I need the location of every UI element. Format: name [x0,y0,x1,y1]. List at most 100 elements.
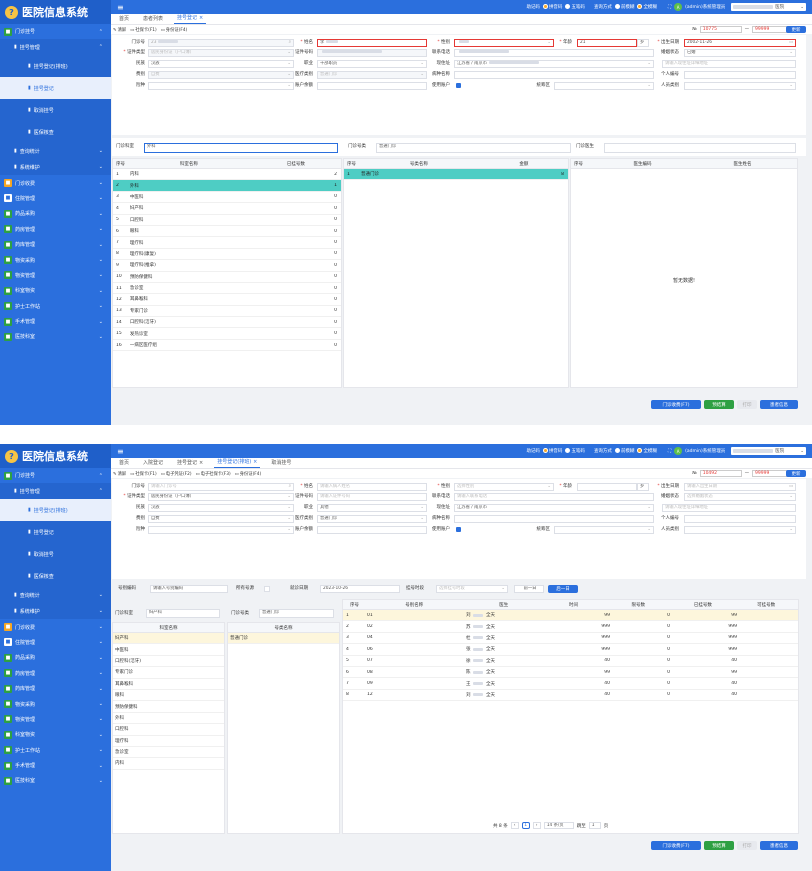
fee-type-select[interactable]: 自费 ⌄ [148,514,294,523]
table-row[interactable]: 1 普通门诊 8 [344,169,568,181]
sidebar-item[interactable]: ■ 手术管理 ⌄ [0,314,111,329]
medical-type-select[interactable]: 普通门诊 ⌄ [317,70,427,79]
tab[interactable]: 患者列表 [140,15,166,24]
sidebar-item[interactable]: ■ 物资管理 ⌄ [0,268,111,283]
table-row[interactable]: 4 妇产科 0 [113,203,341,215]
patient-info-button[interactable]: 患者信息 [760,841,798,850]
list-item[interactable]: 眼科 [113,690,224,702]
prev-day-button[interactable]: 前一日 [514,585,544,593]
radio-full[interactable]: 全模糊 [637,448,657,454]
table-row[interactable]: 8 理疗科(康复) 0 [113,249,341,261]
presettle-button[interactable]: 预结算 [704,400,734,409]
table-row[interactable]: 12 耳鼻喉科 0 [113,294,341,306]
toolbar-button[interactable]: ▭电子凭证(F2) [161,471,192,477]
marital-select[interactable]: 选择婚姻状态 ⌄ [684,492,796,501]
all-source-checkbox[interactable] [264,586,270,592]
phone-input[interactable] [454,48,654,57]
tab[interactable]: 首页 [116,15,132,24]
toolbar-button[interactable]: ▭社保卡(F1) [130,27,157,33]
class-filter-input[interactable]: 普通门诊 [259,609,334,618]
toolbar-button[interactable]: ✎清屏 [113,471,126,477]
balance-input[interactable] [317,81,427,90]
person-type-select[interactable]: ⌄ [684,525,796,534]
birthdate-input[interactable]: 请输入出生日期 ▭ [684,482,796,491]
refresh-button[interactable]: 更新 [786,470,806,477]
table-row[interactable]: 1 01 刘 全天 99 0 99 [343,610,798,622]
name-input[interactable]: 李 [317,38,427,47]
toolbar-button[interactable]: ▭身份证(F4) [161,27,188,33]
list-item[interactable]: 内科 [113,758,224,770]
sidebar-item[interactable]: ■ 药品采购 ⌄ [0,206,111,221]
sidebar-item[interactable]: ▮ 挂号登记 [0,77,111,100]
dept-filter-input[interactable]: 外科 [144,143,338,153]
user-name[interactable]: (admin)系统管理员 [685,5,726,10]
tab[interactable]: 挂号登记 × [174,459,206,468]
address-select[interactable]: 江苏省 / 南京市 ⌄ [454,503,654,512]
toolbar-button[interactable]: ▭社保卡(F1) [130,471,157,477]
tab[interactable]: 首页 [116,459,132,468]
list-item[interactable]: 妇产科 [113,633,224,645]
next-page-button[interactable]: › [532,822,541,829]
age-input[interactable] [577,482,637,491]
visit-date-input[interactable]: 2023-10-26 [320,585,400,593]
hospital-select[interactable]: 医院 ⌄ [731,3,806,11]
sidebar-item[interactable]: ■ 门诊收费 ⌄ [0,619,111,634]
tab[interactable]: 取消挂号 [268,459,294,468]
radio-fuzzy[interactable]: 前模糊 [614,448,634,454]
table-row[interactable]: 10 预防保健科 0 [113,272,341,283]
id-number-input[interactable] [317,48,427,57]
sidebar-item[interactable]: ■ 住院管理 ⌄ [0,191,111,206]
sidebar-item[interactable]: ■ 物资采购 ⌄ [0,252,111,267]
disease-input[interactable] [454,70,654,79]
outpatient-no-input[interactable]: 23 ⌕ [148,38,294,47]
id-type-select[interactable]: 居民身份证（户口簿） ⌄ [148,48,294,57]
patient-info-button[interactable]: 患者信息 [760,400,798,409]
list-item[interactable]: 专家门诊 [113,667,224,679]
insurance-select[interactable]: ⌄ [148,525,294,534]
print-button[interactable]: 打印 [737,841,757,850]
sidebar-item[interactable]: ■ 医技科室 ⌄ [0,329,111,344]
balance-input[interactable] [317,525,427,534]
sidebar-item[interactable]: ■ 药库管理 ⌄ [0,681,111,696]
sidebar-item[interactable]: ▮ 查询统计 ⌄ [0,143,111,160]
person-type-select[interactable]: ⌄ [684,81,796,90]
sidebar-item[interactable]: ■ 门诊挂号 ⌃ [0,468,111,483]
sidebar-item[interactable]: ■ 药品采购 ⌄ [0,650,111,665]
table-row[interactable]: 11 急诊室 0 [113,283,341,295]
radio-fuzzy[interactable]: 前模糊 [614,4,634,10]
tab[interactable]: 挂号登记(排班) × [214,458,261,468]
table-row[interactable]: 5 07 徐 全天 40 0 40 [343,656,798,667]
occupation-select[interactable]: 其他 ⌄ [317,503,427,512]
medical-type-select[interactable]: 普通门诊 ⌄ [317,514,427,523]
age-unit-select[interactable]: 岁 [637,482,649,491]
sidebar-item[interactable]: ▮ 医保核查 [0,121,111,144]
table-row[interactable]: 13 专家门诊 0 [113,306,341,318]
sidebar-item[interactable]: ■ 药房管理 ⌄ [0,666,111,681]
sidebar-item[interactable]: ▮ 挂号管理 ⌃ [0,39,111,56]
avatar[interactable]: A [674,3,683,11]
gender-select[interactable]: 选择性别 ⌄ [454,482,554,491]
fullscreen-icon[interactable]: ⛶ [667,5,672,10]
list-item[interactable]: 口腔科 [113,724,224,736]
table-row[interactable]: 15 发热诊室 0 [113,328,341,340]
disease-input[interactable] [454,514,654,523]
table-row[interactable]: 14 口腔科(洁牙) 0 [113,317,341,329]
sidebar-item[interactable]: ▮ 医保核查 [0,565,111,588]
no-from[interactable]: 10492 [699,470,742,477]
sidebar-item[interactable]: ■ 护士工作站 ⌄ [0,299,111,314]
sidebar-item[interactable]: ▮ 挂号登记(排班) [0,55,111,78]
id-number-input[interactable]: 请输入证件号码 [317,492,427,501]
name-input[interactable]: 请输入病人姓名 [317,482,427,491]
sidebar-item[interactable]: ▮ 挂号登记 [0,521,111,544]
sidebar-item[interactable]: ■ 医技科室 ⌄ [0,773,111,788]
birthdate-input[interactable]: 2002-11-26 ▭ [684,38,796,47]
table-row[interactable]: 4 06 张 全天 999 0 999 [343,644,798,656]
list-item[interactable]: 急诊室 [113,747,224,759]
insurance-select[interactable]: ⌄ [148,81,294,90]
ethnicity-select[interactable]: 汉族 ⌄ [148,59,294,68]
menu-toggle-icon[interactable]: ≡ [117,446,124,456]
table-row[interactable]: 6 08 陈 全天 99 0 99 [343,667,798,679]
table-row[interactable]: 2 外科 1 [113,180,341,192]
age-unit-select[interactable]: 岁 [637,38,649,47]
code-search-input[interactable]: 请输入号别编码 [150,585,228,593]
